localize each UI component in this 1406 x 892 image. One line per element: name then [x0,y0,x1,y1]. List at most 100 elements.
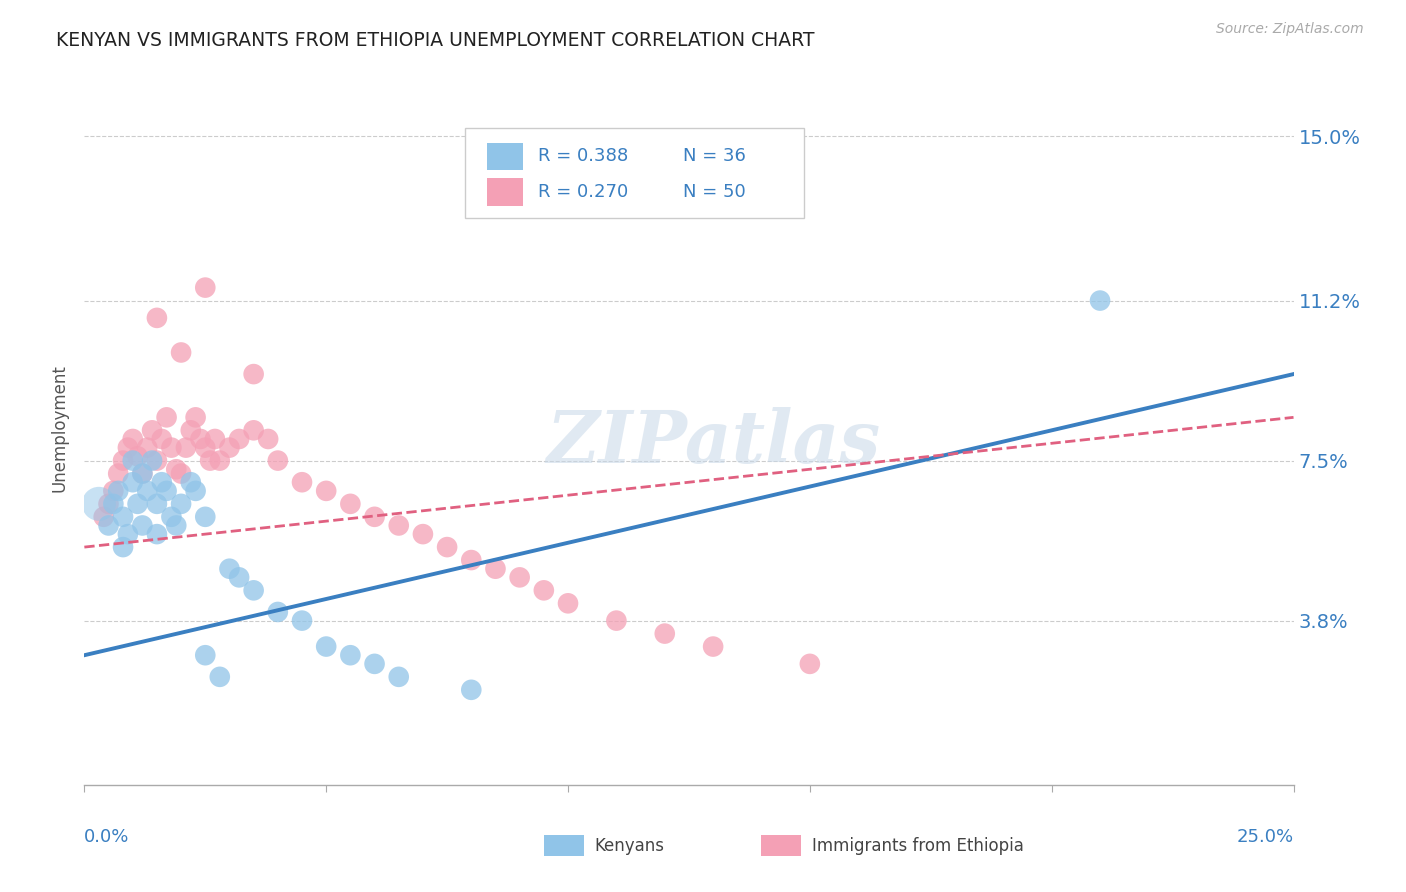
Point [160,441,183,455]
Point [170,345,193,359]
Point [155,410,177,425]
Point [107,467,129,481]
Point [208,453,231,467]
FancyBboxPatch shape [465,128,804,218]
Point [131,467,153,481]
Text: ZIPatlas: ZIPatlas [546,407,880,478]
Point [93,509,115,524]
Point [194,280,217,294]
Point [121,432,143,446]
Point [460,682,482,697]
Point [160,509,183,524]
Point [436,540,458,554]
Point [484,562,506,576]
Point [267,605,290,619]
Text: N = 50: N = 50 [683,183,745,201]
Point [194,648,217,663]
Point [557,596,579,610]
Point [242,583,264,598]
Point [228,570,250,584]
Point [291,475,314,490]
Point [184,410,207,425]
Point [388,518,411,533]
Point [605,614,627,628]
Point [121,453,143,467]
Point [460,553,482,567]
Point [315,640,337,654]
Point [363,509,385,524]
Point [702,640,724,654]
Point [107,483,129,498]
Point [363,657,385,671]
Point [315,483,337,498]
Text: Kenyans: Kenyans [595,837,665,855]
Point [112,509,135,524]
Point [117,527,139,541]
Point [141,453,163,467]
Point [155,483,177,498]
Point [165,462,187,476]
Point [165,518,187,533]
Point [339,648,361,663]
Point [131,518,153,533]
Point [533,583,555,598]
Point [291,614,314,628]
Point [257,432,280,446]
Point [509,570,531,584]
Point [170,467,193,481]
Text: 0.0%: 0.0% [84,828,129,846]
Point [339,497,361,511]
Point [170,497,193,511]
Point [180,423,202,437]
Point [121,475,143,490]
Point [136,441,159,455]
Point [97,497,120,511]
Text: N = 36: N = 36 [683,147,745,165]
FancyBboxPatch shape [486,143,523,169]
Point [198,453,221,467]
Point [654,626,676,640]
Point [218,562,240,576]
Point [87,497,110,511]
Point [228,432,250,446]
Text: Source: ZipAtlas.com: Source: ZipAtlas.com [1216,22,1364,37]
Point [117,441,139,455]
Text: R = 0.270: R = 0.270 [538,183,628,201]
Point [388,670,411,684]
Point [146,453,169,467]
Point [146,497,169,511]
Point [180,475,202,490]
Point [141,423,163,437]
Point [242,367,264,381]
Text: Immigrants from Ethiopia: Immigrants from Ethiopia [813,837,1024,855]
Text: 25.0%: 25.0% [1236,828,1294,846]
Point [103,483,125,498]
Point [103,497,125,511]
Point [112,453,135,467]
Point [112,540,135,554]
Point [242,423,264,437]
Point [131,467,153,481]
Point [194,509,217,524]
FancyBboxPatch shape [544,835,583,856]
Point [194,441,217,455]
Point [127,450,149,464]
Point [184,483,207,498]
Point [150,432,173,446]
Point [136,483,159,498]
Text: R = 0.388: R = 0.388 [538,147,628,165]
Point [799,657,821,671]
Point [146,527,169,541]
Point [97,518,120,533]
Point [1088,293,1111,308]
Point [412,527,434,541]
Point [267,453,290,467]
Point [204,432,226,446]
FancyBboxPatch shape [486,178,523,205]
Text: KENYAN VS IMMIGRANTS FROM ETHIOPIA UNEMPLOYMENT CORRELATION CHART: KENYAN VS IMMIGRANTS FROM ETHIOPIA UNEMP… [56,31,814,50]
Point [174,441,197,455]
Point [146,310,169,325]
FancyBboxPatch shape [762,835,801,856]
Point [150,475,173,490]
Point [190,432,212,446]
